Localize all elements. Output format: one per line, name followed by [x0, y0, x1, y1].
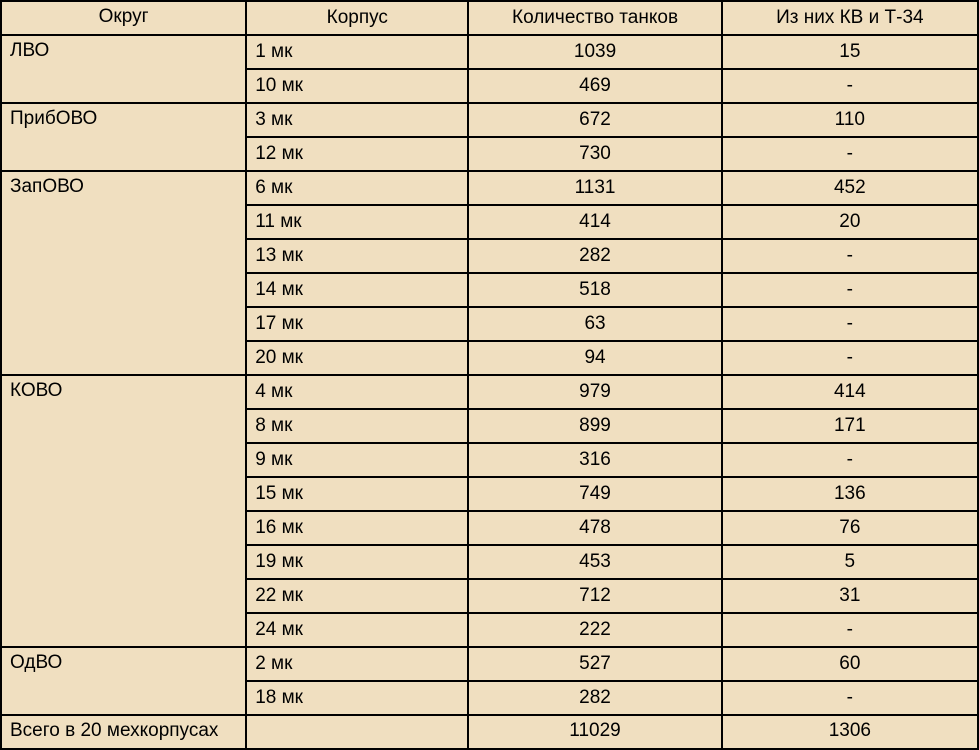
corps-cell: 3 мк — [246, 103, 468, 137]
corps-cell: 10 мк — [246, 69, 468, 103]
tanks-cell: 712 — [468, 579, 721, 613]
table-body: ЛВО1 мк10391510 мк469-ПрибОВО3 мк6721101… — [1, 35, 978, 749]
kv-t34-cell: 5 — [722, 545, 978, 579]
kv-t34-cell: 15 — [722, 35, 978, 69]
kv-t34-cell: 414 — [722, 375, 978, 409]
corps-cell: 16 мк — [246, 511, 468, 545]
corps-cell: 17 мк — [246, 307, 468, 341]
tanks-cell: 899 — [468, 409, 721, 443]
tanks-cell: 672 — [468, 103, 721, 137]
kv-t34-cell: - — [722, 443, 978, 477]
tanks-cell: 527 — [468, 647, 721, 681]
corps-cell: 8 мк — [246, 409, 468, 443]
tanks-cell: 1039 — [468, 35, 721, 69]
kv-t34-cell: - — [722, 69, 978, 103]
kv-t34-cell: - — [722, 613, 978, 647]
kv-t34-cell: - — [722, 239, 978, 273]
table-row: ОдВО2 мк52760 — [1, 647, 978, 681]
tanks-cell: 518 — [468, 273, 721, 307]
corps-cell: 6 мк — [246, 171, 468, 205]
corps-cell: 13 мк — [246, 239, 468, 273]
header-tanks: Количество танков — [468, 1, 721, 35]
corps-cell: 19 мк — [246, 545, 468, 579]
tanks-cell: 453 — [468, 545, 721, 579]
district-cell: ПрибОВО — [1, 103, 246, 171]
corps-cell: 18 мк — [246, 681, 468, 715]
total-tanks-cell: 11029 — [468, 715, 721, 749]
corps-cell: 20 мк — [246, 341, 468, 375]
total-corps-cell — [246, 715, 468, 749]
kv-t34-cell: - — [722, 341, 978, 375]
corps-cell: 4 мк — [246, 375, 468, 409]
corps-cell: 2 мк — [246, 647, 468, 681]
tanks-cell: 282 — [468, 681, 721, 715]
kv-t34-cell: 110 — [722, 103, 978, 137]
tanks-cell: 469 — [468, 69, 721, 103]
corps-cell: 1 мк — [246, 35, 468, 69]
tanks-cell: 979 — [468, 375, 721, 409]
kv-t34-cell: - — [722, 137, 978, 171]
table-row: ЗапОВО6 мк1131452 — [1, 171, 978, 205]
header-kv-t34: Из них КВ и Т-34 — [722, 1, 978, 35]
tanks-cell: 749 — [468, 477, 721, 511]
total-label-cell: Всего в 20 мехкорпусах — [1, 715, 246, 749]
kv-t34-cell: 20 — [722, 205, 978, 239]
kv-t34-cell: 76 — [722, 511, 978, 545]
kv-t34-cell: 136 — [722, 477, 978, 511]
district-cell: ОдВО — [1, 647, 246, 715]
tanks-cell: 414 — [468, 205, 721, 239]
district-cell: ЗапОВО — [1, 171, 246, 375]
tanks-cell: 282 — [468, 239, 721, 273]
corps-cell: 12 мк — [246, 137, 468, 171]
kv-t34-cell: - — [722, 273, 978, 307]
corps-cell: 14 мк — [246, 273, 468, 307]
corps-cell: 24 мк — [246, 613, 468, 647]
district-cell: КОВО — [1, 375, 246, 647]
header-district: Округ — [1, 1, 246, 35]
kv-t34-cell: 452 — [722, 171, 978, 205]
kv-t34-cell: 31 — [722, 579, 978, 613]
tanks-cell: 316 — [468, 443, 721, 477]
kv-t34-cell: - — [722, 307, 978, 341]
total-row: Всего в 20 мехкорпусах 110291306 — [1, 715, 978, 749]
tanks-cell: 1131 — [468, 171, 721, 205]
header-corps: Корпус — [246, 1, 468, 35]
total-kv-t34-cell: 1306 — [722, 715, 978, 749]
table-row: КОВО4 мк979414 — [1, 375, 978, 409]
kv-t34-cell: 171 — [722, 409, 978, 443]
tanks-cell: 478 — [468, 511, 721, 545]
table-row: ЛВО1 мк103915 — [1, 35, 978, 69]
corps-cell: 11 мк — [246, 205, 468, 239]
corps-cell: 15 мк — [246, 477, 468, 511]
header-row: Округ Корпус Количество танков Из них КВ… — [1, 1, 978, 35]
table-row: ПрибОВО3 мк672110 — [1, 103, 978, 137]
corps-cell: 22 мк — [246, 579, 468, 613]
tanks-cell: 94 — [468, 341, 721, 375]
district-cell: ЛВО — [1, 35, 246, 103]
tanks-cell: 63 — [468, 307, 721, 341]
corps-cell: 9 мк — [246, 443, 468, 477]
tank-corps-table: Округ Корпус Количество танков Из них КВ… — [0, 0, 979, 750]
kv-t34-cell: - — [722, 681, 978, 715]
kv-t34-cell: 60 — [722, 647, 978, 681]
tanks-cell: 730 — [468, 137, 721, 171]
tanks-cell: 222 — [468, 613, 721, 647]
